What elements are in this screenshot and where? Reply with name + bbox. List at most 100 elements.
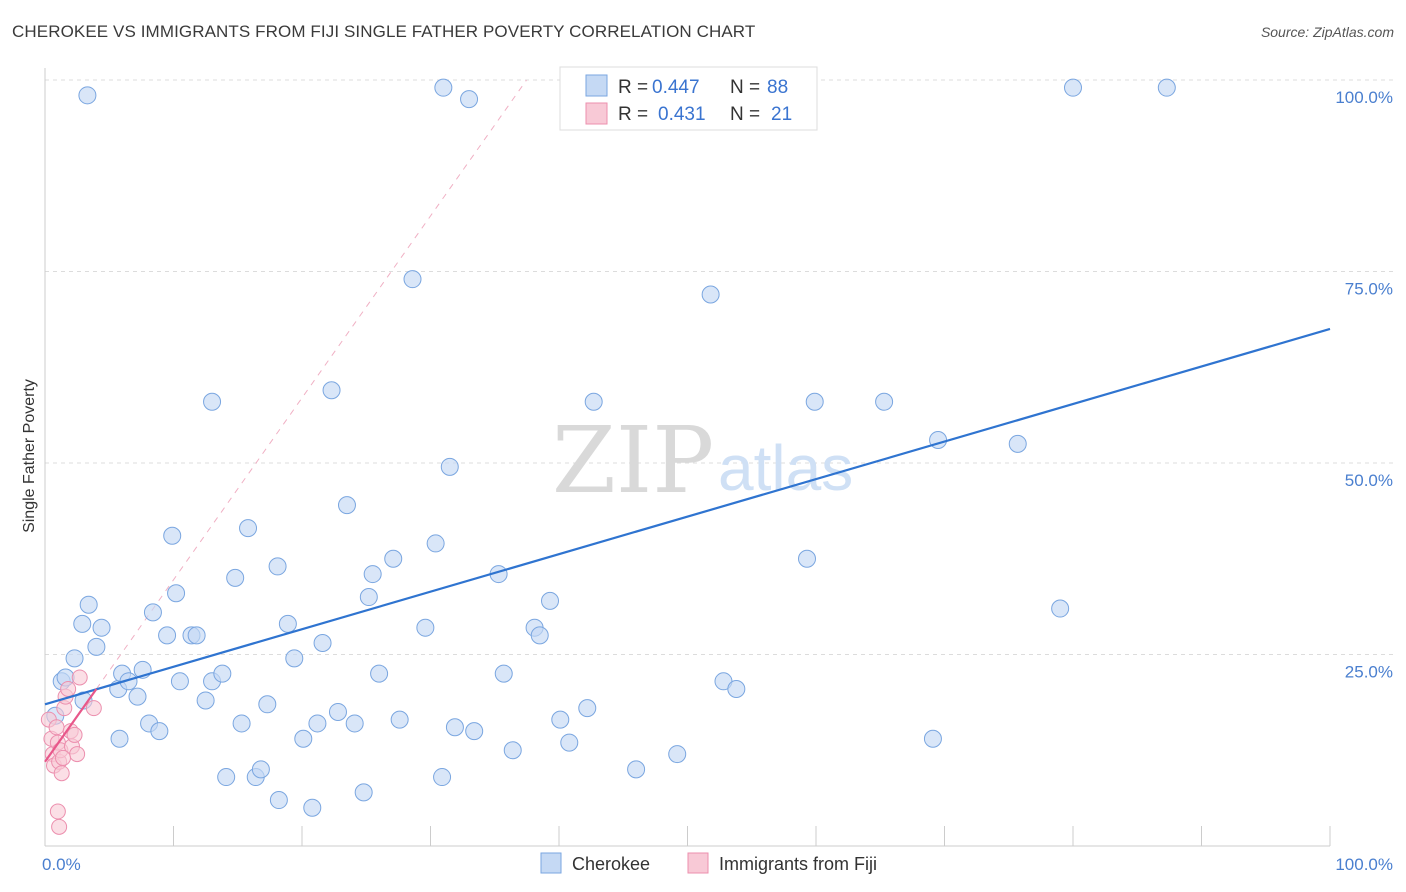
legend-swatch-fiji-bottom xyxy=(687,852,709,874)
cherokee-point-39 xyxy=(294,729,313,748)
grid-lines xyxy=(45,79,1393,655)
y-tick-label-2: 75.0% xyxy=(1345,280,1393,299)
cherokee-point-72 xyxy=(668,745,687,764)
cherokee-point-55 xyxy=(426,534,445,553)
legend-r-label-fiji: R = xyxy=(618,104,648,125)
cherokee-point-13 xyxy=(128,687,147,706)
cherokee-point-74 xyxy=(701,285,720,304)
cherokee-point-84 xyxy=(1064,78,1082,97)
chart-title: CHEROKEE VS IMMIGRANTS FROM FIJI SINGLE … xyxy=(12,22,756,41)
cherokee-point-44 xyxy=(328,702,347,721)
cherokee-point-53 xyxy=(403,270,422,289)
cherokee-point-19 xyxy=(163,526,182,545)
cherokee-point-47 xyxy=(354,783,373,802)
cherokee-point-81 xyxy=(923,729,942,748)
x-tick-label-end: 100.0% xyxy=(1335,855,1393,874)
cherokee-point-40 xyxy=(303,798,322,817)
cherokee-point-17 xyxy=(150,722,169,741)
cherokee-point-16 xyxy=(143,603,162,622)
fiji-point-17 xyxy=(85,700,102,717)
cherokee-point-37 xyxy=(278,614,297,633)
fiji-trend-extension xyxy=(95,79,527,690)
legend-r-label-cherokee: R = xyxy=(618,77,648,98)
y-tick-labels: 25.0% 50.0% 75.0% 100.0% xyxy=(1335,88,1393,682)
fiji-point-16 xyxy=(71,669,88,686)
cherokee-point-38 xyxy=(285,649,304,668)
cherokee-point-60 xyxy=(465,722,484,741)
fiji-trend-dashed xyxy=(95,79,527,690)
legend-n-value-fiji: 21 xyxy=(771,104,792,125)
legend-swatch-fiji xyxy=(585,102,608,125)
legend-r-value-cherokee: 0.447 xyxy=(652,77,700,98)
cherokee-trend-line xyxy=(44,327,1331,706)
cherokee-point-85 xyxy=(1157,78,1176,97)
cherokee-point-12 xyxy=(110,729,129,748)
cherokee-point-42 xyxy=(313,634,332,653)
cherokee-point-50 xyxy=(370,664,389,683)
cherokee-point-57 xyxy=(440,457,459,476)
cherokee-points xyxy=(46,78,1176,817)
cherokee-point-54 xyxy=(416,618,435,637)
fiji-point-4 xyxy=(48,719,65,736)
x-tick-labels: 0.0% 100.0% xyxy=(42,855,1393,874)
cherokee-point-31 xyxy=(239,519,258,538)
fiji-trend-line xyxy=(44,688,98,763)
cherokee-point-66 xyxy=(541,591,560,610)
cherokee-point-48 xyxy=(359,588,378,607)
cherokee-point-67 xyxy=(551,710,570,729)
fiji-point-15 xyxy=(69,746,86,763)
cherokee-point-52 xyxy=(390,710,409,729)
cherokee-point-35 xyxy=(268,557,287,576)
cherokee-point-70 xyxy=(584,392,603,411)
cherokee-point-78 xyxy=(805,392,824,411)
legend-r-value-fiji: 0.431 xyxy=(658,104,706,125)
cherokee-point-27 xyxy=(213,664,232,683)
cherokee-point-82 xyxy=(1008,434,1027,453)
fiji-point-14 xyxy=(66,726,83,743)
cherokee-point-41 xyxy=(308,714,327,733)
cherokee-point-51 xyxy=(384,549,403,568)
y-tick-label-1: 50.0% xyxy=(1345,471,1393,490)
cherokee-point-58 xyxy=(445,718,464,737)
cherokee-point-34 xyxy=(258,695,277,714)
cherokee-point-86 xyxy=(434,78,453,97)
cherokee-point-30 xyxy=(232,714,251,733)
cherokee-point-46 xyxy=(345,714,364,733)
cherokee-point-18 xyxy=(158,626,177,645)
legend-swatch-cherokee xyxy=(585,74,608,97)
fiji-point-18 xyxy=(49,803,66,820)
cherokee-point-49 xyxy=(363,565,382,584)
fiji-point-11 xyxy=(60,680,77,697)
cherokee-point-62 xyxy=(494,664,513,683)
series-legend: Cherokee Immigrants from Fiji xyxy=(540,852,877,874)
cherokee-point-5 xyxy=(79,595,98,614)
cherokee-point-68 xyxy=(560,733,579,752)
x-tick-label-start: 0.0% xyxy=(42,855,81,874)
cherokee-point-56 xyxy=(433,768,452,787)
cherokee-point-7 xyxy=(92,618,111,637)
cherokee-point-28 xyxy=(217,768,236,787)
legend-n-value-cherokee: 88 xyxy=(767,77,788,98)
legend-n-label-fiji: N = xyxy=(730,104,760,125)
cherokee-point-76 xyxy=(727,679,746,698)
cherokee-point-26 xyxy=(203,392,222,411)
cherokee-point-83 xyxy=(1051,599,1070,618)
cherokee-point-20 xyxy=(167,584,186,603)
cherokee-point-69 xyxy=(578,699,597,718)
cherokee-point-87 xyxy=(78,86,97,105)
fiji-point-8 xyxy=(53,765,70,782)
fiji-point-19 xyxy=(51,818,68,835)
watermark-atlas: atlas xyxy=(718,432,853,504)
cherokee-point-4 xyxy=(73,614,92,633)
cherokee-point-63 xyxy=(503,741,522,760)
source-attribution: Source: ZipAtlas.com xyxy=(1260,24,1394,40)
cherokee-point-59 xyxy=(460,90,479,109)
trend-lines xyxy=(44,327,1331,763)
cherokee-point-33 xyxy=(251,760,270,779)
legend-label-cherokee: Cherokee xyxy=(572,854,650,874)
cherokee-point-23 xyxy=(187,626,206,645)
legend-label-fiji: Immigrants from Fiji xyxy=(719,854,877,874)
watermark: ZIP atlas xyxy=(552,407,853,514)
stats-legend: R = 0.447 N = 88 R = 0.431 N = 21 xyxy=(559,66,818,131)
